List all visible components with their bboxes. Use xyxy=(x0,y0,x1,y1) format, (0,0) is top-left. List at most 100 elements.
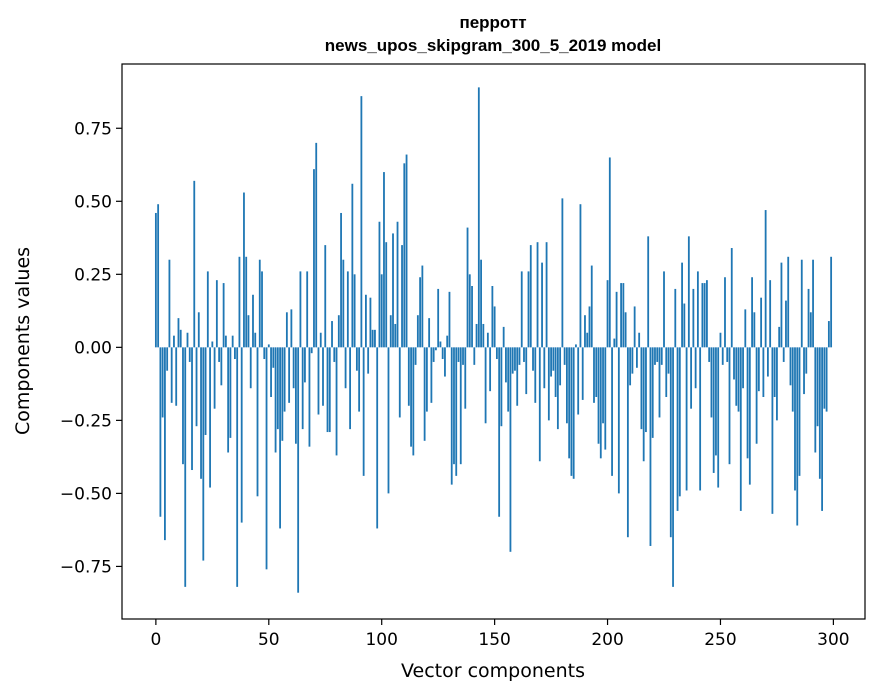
bar-70 xyxy=(313,169,315,348)
bar-65 xyxy=(301,347,304,430)
bar-124 xyxy=(435,347,437,351)
bar-163 xyxy=(523,347,525,362)
bar-288 xyxy=(805,347,808,374)
bar-33 xyxy=(229,347,232,438)
bar-12 xyxy=(182,347,184,465)
bar-146 xyxy=(484,347,487,424)
bar-113 xyxy=(410,347,412,447)
bar-126 xyxy=(439,341,442,348)
bar-218 xyxy=(647,236,650,348)
bar-29 xyxy=(220,347,223,386)
y-tick-label: 0.75 xyxy=(74,119,112,139)
bar-233 xyxy=(681,262,683,348)
bar-227 xyxy=(667,347,670,374)
bar-297 xyxy=(825,347,828,412)
bar-50 xyxy=(267,344,270,348)
bar-209 xyxy=(626,347,629,538)
y-axis-label: Components values xyxy=(12,247,34,435)
bar-231 xyxy=(676,347,679,511)
bar-274 xyxy=(773,347,776,397)
bar-201 xyxy=(608,157,611,348)
bar-89 xyxy=(355,347,358,371)
bar-204 xyxy=(615,291,618,348)
bar-292 xyxy=(814,347,817,453)
bar-57 xyxy=(283,347,286,412)
bar-257 xyxy=(735,347,738,406)
bar-91 xyxy=(360,96,363,348)
bar-216 xyxy=(642,347,645,462)
bar-92 xyxy=(362,347,365,476)
bar-4 xyxy=(164,347,166,541)
bar-166 xyxy=(529,245,532,348)
bar-188 xyxy=(579,204,582,348)
bar-58 xyxy=(285,312,288,348)
bar-30 xyxy=(222,283,225,348)
y-tick-label: −0.50 xyxy=(60,484,112,504)
bar-25 xyxy=(211,341,214,348)
bar-266 xyxy=(755,347,758,444)
bar-53 xyxy=(274,347,277,453)
bar-11 xyxy=(179,329,182,348)
bar-268 xyxy=(760,297,763,348)
bar-86 xyxy=(349,347,351,430)
bar-259 xyxy=(739,347,742,511)
bar-182 xyxy=(565,347,568,424)
bar-153 xyxy=(500,347,503,427)
x-tick-label: 100 xyxy=(365,630,397,650)
bar-83 xyxy=(342,259,345,348)
bar-269 xyxy=(762,347,765,397)
bar-183 xyxy=(568,347,571,459)
bar-293 xyxy=(816,347,819,427)
bar-133 xyxy=(455,347,458,476)
bar-41 xyxy=(247,315,250,348)
bar-3 xyxy=(161,347,164,418)
bar-147 xyxy=(486,332,489,348)
bar-280 xyxy=(787,256,790,348)
bar-69 xyxy=(310,347,313,354)
bar-123 xyxy=(432,347,435,362)
bar-52 xyxy=(272,347,275,368)
bar-47 xyxy=(261,271,263,348)
bar-191 xyxy=(586,332,589,348)
bar-90 xyxy=(358,347,361,412)
bar-8 xyxy=(173,335,175,348)
bar-289 xyxy=(807,288,810,348)
bar-118 xyxy=(421,265,424,348)
bar-284 xyxy=(796,347,799,526)
bar-192 xyxy=(588,306,591,348)
bar-223 xyxy=(658,347,661,418)
bar-32 xyxy=(227,347,230,453)
bar-0 xyxy=(154,212,157,348)
bar-128 xyxy=(444,347,446,377)
bar-110 xyxy=(403,163,406,348)
bar-150 xyxy=(493,306,496,348)
bar-112 xyxy=(407,347,410,406)
bar-31 xyxy=(224,335,227,348)
bar-55 xyxy=(279,347,281,529)
bar-254 xyxy=(728,347,731,465)
bar-79 xyxy=(333,347,336,362)
bar-236 xyxy=(687,236,690,348)
bar-100 xyxy=(380,274,383,348)
bar-171 xyxy=(541,262,543,348)
bar-212 xyxy=(633,306,636,348)
bar-98 xyxy=(376,347,379,529)
bar-240 xyxy=(696,271,699,348)
bar-125 xyxy=(437,288,440,348)
bar-220 xyxy=(651,347,654,438)
bar-193 xyxy=(590,265,593,348)
bar-39 xyxy=(243,192,245,348)
bar-36 xyxy=(236,347,239,587)
bar-75 xyxy=(324,245,327,348)
bar-135 xyxy=(459,347,462,465)
bar-243 xyxy=(703,283,706,348)
bar-172 xyxy=(543,347,546,389)
x-tick-label: 250 xyxy=(704,630,736,650)
bar-93 xyxy=(365,294,367,348)
bar-28 xyxy=(218,347,221,362)
bar-117 xyxy=(419,277,422,348)
bar-48 xyxy=(263,347,266,360)
bar-161 xyxy=(518,347,521,365)
bar-127 xyxy=(441,347,444,360)
